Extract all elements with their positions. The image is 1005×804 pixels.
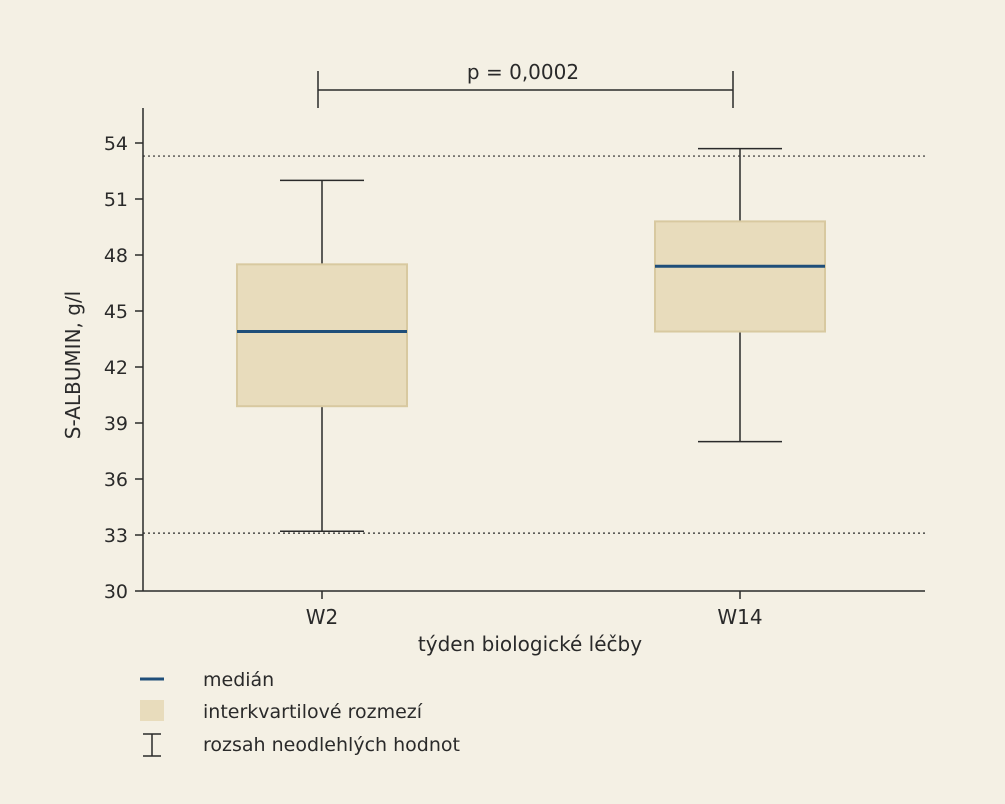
x-tick-label: W2 <box>306 605 339 629</box>
iqr-box <box>654 220 826 333</box>
y-tick-label: 51 <box>104 189 128 211</box>
legend-iqr-marker <box>140 700 164 721</box>
y-tick-label: 36 <box>104 469 128 491</box>
x-tick-label: W14 <box>717 605 762 629</box>
legend-iqr-label: interkvartilové rozmezí <box>203 701 423 723</box>
y-tick-label: 30 <box>104 581 128 603</box>
y-tick-label: 45 <box>104 301 128 323</box>
legend-median-label: medián <box>203 669 274 691</box>
plot-area: 30 33 36 39 42 45 48 51 54 W2 W14 p = 0,0002 <box>104 60 925 629</box>
p-value-label: p = 0,0002 <box>467 60 579 84</box>
y-tick-label: 33 <box>104 525 128 547</box>
iqr-box <box>236 263 408 408</box>
y-tick-label: 54 <box>104 133 128 155</box>
y-tick-label: 39 <box>104 413 128 435</box>
legend-whisker-marker <box>143 733 161 757</box>
y-axis-label: S-ALBUMIN, g/l <box>61 291 85 439</box>
x-axis-label: týden biologické léčby <box>418 632 642 656</box>
y-tick-label: 42 <box>104 357 128 379</box>
y-tick-label: 48 <box>104 245 128 267</box>
legend-whisker-label: rozsah neodlehlých hodnot <box>203 734 460 756</box>
legend: medián interkvartilové rozmezí rozsah ne… <box>140 669 460 757</box>
